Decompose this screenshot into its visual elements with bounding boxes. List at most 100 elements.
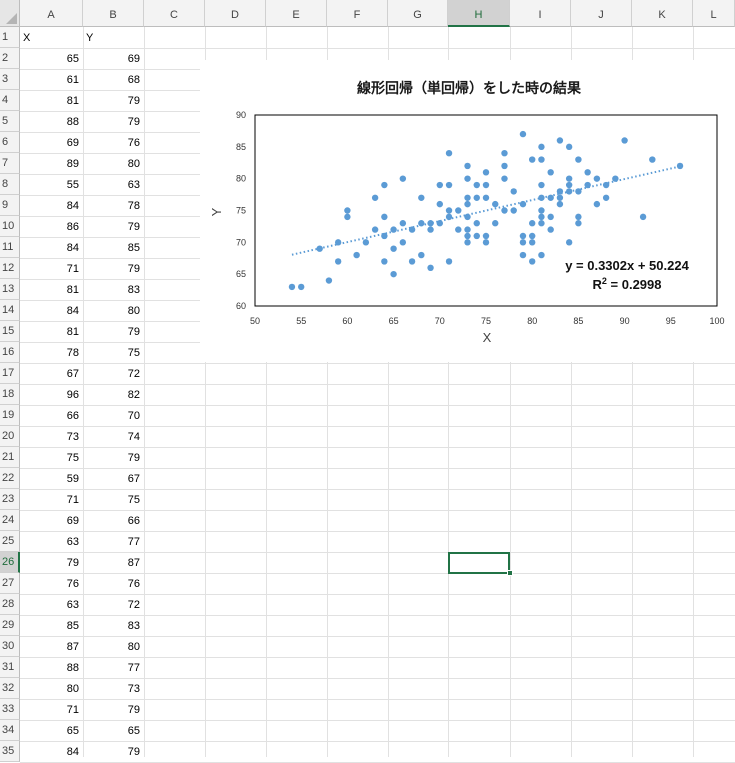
column-header-b[interactable]: B: [83, 0, 144, 27]
cell-a22[interactable]: 59: [66, 473, 79, 485]
cell-a34[interactable]: 65: [66, 725, 79, 737]
row-header-10[interactable]: 10: [0, 216, 20, 237]
cell-b29[interactable]: 83: [127, 620, 140, 632]
row-header-27[interactable]: 27: [0, 573, 20, 594]
cell-a3[interactable]: 61: [66, 74, 79, 86]
cell-b30[interactable]: 80: [127, 641, 140, 653]
row-header-30[interactable]: 30: [0, 636, 20, 657]
cell-a16[interactable]: 78: [66, 347, 79, 359]
column-header-d[interactable]: D: [205, 0, 266, 27]
row-header-9[interactable]: 9: [0, 195, 20, 216]
cell-b21[interactable]: 79: [127, 452, 140, 464]
cell-a35[interactable]: 84: [66, 746, 79, 758]
column-header-g[interactable]: G: [388, 0, 448, 27]
column-header-j[interactable]: J: [571, 0, 632, 27]
row-header-22[interactable]: 22: [0, 468, 20, 489]
cell-b2[interactable]: 69: [127, 53, 140, 65]
column-header-h[interactable]: H: [448, 0, 510, 27]
row-header-1[interactable]: 1: [0, 27, 20, 48]
cell-b8[interactable]: 63: [127, 179, 140, 191]
cell-a7[interactable]: 89: [66, 158, 79, 170]
cell-a17[interactable]: 67: [66, 368, 79, 380]
cell-b4[interactable]: 79: [127, 95, 140, 107]
row-header-5[interactable]: 5: [0, 111, 20, 132]
cell-a8[interactable]: 55: [66, 179, 79, 191]
row-header-16[interactable]: 16: [0, 342, 20, 363]
column-header-l[interactable]: L: [693, 0, 735, 27]
cell-b35[interactable]: 79: [127, 746, 140, 758]
cell-a14[interactable]: 84: [66, 305, 79, 317]
cell-b9[interactable]: 78: [127, 200, 140, 212]
cell-b24[interactable]: 66: [127, 515, 140, 527]
cell-a24[interactable]: 69: [66, 515, 79, 527]
cell-b32[interactable]: 73: [127, 683, 140, 695]
fill-handle[interactable]: [507, 570, 513, 576]
chart-area[interactable]: 線形回帰（単回帰）をした時の結果 50 55 60 65 70 75 80 85 90 95 100…: [200, 60, 735, 362]
row-header-13[interactable]: 13: [0, 279, 20, 300]
row-header-26[interactable]: 26: [0, 552, 20, 573]
cell-a28[interactable]: 63: [66, 599, 79, 611]
cell-b5[interactable]: 79: [127, 116, 140, 128]
cell-b16[interactable]: 75: [127, 347, 140, 359]
cell-a30[interactable]: 87: [66, 641, 79, 653]
cell-b7[interactable]: 80: [127, 158, 140, 170]
cell-a29[interactable]: 85: [66, 620, 79, 632]
cell-a31[interactable]: 88: [66, 662, 79, 674]
column-header-a[interactable]: A: [20, 0, 83, 27]
cell-a23[interactable]: 71: [66, 494, 79, 506]
cell-a32[interactable]: 80: [66, 683, 79, 695]
cell-b10[interactable]: 79: [127, 221, 140, 233]
cell-b28[interactable]: 72: [127, 599, 140, 611]
row-header-25[interactable]: 25: [0, 531, 20, 552]
row-header-12[interactable]: 12: [0, 258, 20, 279]
cell-b17[interactable]: 72: [127, 368, 140, 380]
cell-a1[interactable]: X: [23, 32, 31, 44]
cell-a21[interactable]: 75: [66, 452, 79, 464]
cell-a11[interactable]: 84: [66, 242, 79, 254]
cell-b11[interactable]: 85: [127, 242, 140, 254]
row-header-24[interactable]: 24: [0, 510, 20, 531]
cell-a6[interactable]: 69: [66, 137, 79, 149]
cell-a4[interactable]: 81: [66, 95, 79, 107]
cell-b31[interactable]: 77: [127, 662, 140, 674]
cell-b18[interactable]: 82: [127, 389, 140, 401]
row-header-19[interactable]: 19: [0, 405, 20, 426]
cell-b13[interactable]: 83: [127, 284, 140, 296]
cell-b12[interactable]: 79: [127, 263, 140, 275]
column-header-c[interactable]: C: [144, 0, 205, 27]
row-header-29[interactable]: 29: [0, 615, 20, 636]
cell-a33[interactable]: 71: [66, 704, 79, 716]
row-header-6[interactable]: 6: [0, 132, 20, 153]
row-header-11[interactable]: 11: [0, 237, 20, 258]
cell-b20[interactable]: 74: [127, 431, 140, 443]
cell-a10[interactable]: 86: [66, 221, 79, 233]
row-header-34[interactable]: 34: [0, 720, 20, 741]
cell-a27[interactable]: 76: [66, 578, 79, 590]
cell-b1[interactable]: Y: [86, 32, 94, 44]
row-header-28[interactable]: 28: [0, 594, 20, 615]
cell-b33[interactable]: 79: [127, 704, 140, 716]
cell-a25[interactable]: 63: [66, 536, 79, 548]
cell-a9[interactable]: 84: [66, 200, 79, 212]
cell-a5[interactable]: 88: [66, 116, 79, 128]
scatter-chart[interactable]: 線形回帰（単回帰）をした時の結果 50 55 60 65 70 75 80 85 90 95 100…: [200, 60, 735, 362]
row-header-23[interactable]: 23: [0, 489, 20, 510]
row-header-31[interactable]: 31: [0, 657, 20, 678]
cell-a15[interactable]: 81: [66, 326, 79, 338]
cell-b22[interactable]: 67: [127, 473, 140, 485]
cell-b6[interactable]: 76: [127, 137, 140, 149]
cell-a13[interactable]: 81: [66, 284, 79, 296]
row-header-15[interactable]: 15: [0, 321, 20, 342]
cell-a19[interactable]: 66: [66, 410, 79, 422]
column-header-e[interactable]: E: [266, 0, 327, 27]
select-all-corner[interactable]: [0, 0, 20, 27]
cell-a12[interactable]: 71: [66, 263, 79, 275]
column-header-k[interactable]: K: [632, 0, 693, 27]
active-cell-selection[interactable]: [448, 552, 510, 574]
cell-a2[interactable]: 65: [66, 53, 79, 65]
cell-b23[interactable]: 75: [127, 494, 140, 506]
cell-a18[interactable]: 96: [66, 389, 79, 401]
row-header-35[interactable]: 35: [0, 741, 20, 762]
row-header-18[interactable]: 18: [0, 384, 20, 405]
